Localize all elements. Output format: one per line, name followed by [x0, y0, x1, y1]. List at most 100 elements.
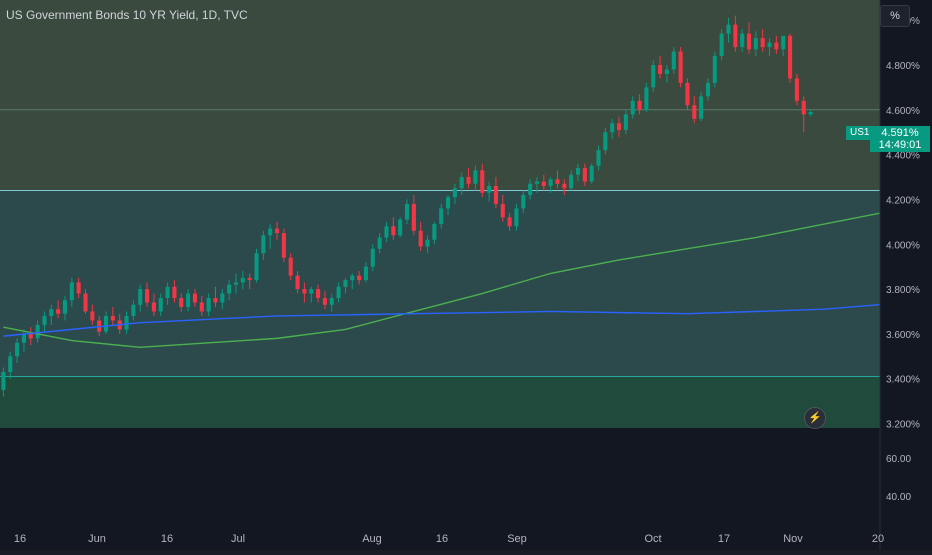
candle	[528, 179, 533, 200]
candle-body	[404, 203, 410, 220]
candle-body	[363, 266, 369, 281]
candle	[363, 262, 369, 283]
price-axis-bg	[880, 0, 932, 550]
candle	[493, 177, 498, 209]
lightning-icon[interactable]: ⚡	[804, 407, 826, 429]
candle	[445, 194, 451, 216]
candle	[350, 273, 355, 290]
candle	[240, 271, 245, 290]
candle	[56, 300, 61, 319]
candle	[603, 127, 608, 155]
candle-body	[302, 289, 307, 294]
candle	[42, 311, 47, 332]
candle	[562, 179, 567, 195]
candle-body	[705, 82, 711, 97]
zone-lower	[0, 376, 880, 428]
candle-body	[678, 51, 683, 83]
candle	[254, 248, 259, 283]
candle	[514, 203, 519, 231]
y-tick-label: 4.200%	[886, 195, 920, 206]
candle-body	[103, 315, 109, 332]
candle-body	[740, 33, 745, 48]
candle-body	[719, 33, 724, 57]
candle	[411, 194, 416, 236]
candle	[637, 94, 642, 115]
candle-body	[452, 188, 457, 198]
candle-body	[480, 170, 485, 193]
candle	[610, 118, 615, 139]
candle	[62, 295, 68, 321]
candle	[425, 235, 430, 254]
candle	[233, 273, 239, 294]
candle	[281, 228, 286, 263]
x-tick-label: Jun	[88, 533, 106, 545]
candle	[521, 190, 526, 213]
last-price-value: 4.591%	[881, 127, 919, 139]
candle	[247, 273, 252, 290]
candle-body	[110, 315, 115, 321]
candle-body	[445, 197, 451, 209]
candle	[452, 183, 457, 204]
candle-body	[227, 284, 232, 294]
candle-body	[391, 226, 396, 236]
candle	[8, 351, 13, 379]
lower-tick-label: 60.00	[886, 454, 911, 465]
candle-body	[671, 51, 676, 70]
candle	[398, 217, 403, 238]
candle	[678, 47, 683, 88]
candles	[1, 15, 813, 397]
moving-averages	[3, 199, 932, 349]
candle	[582, 163, 587, 186]
candle	[316, 284, 321, 303]
candle	[377, 233, 382, 254]
candle	[295, 271, 300, 294]
last-price-tag: 4.591% 14:49:01	[870, 126, 930, 152]
candle	[179, 293, 184, 312]
candle-body	[439, 208, 444, 225]
candle-body	[350, 275, 355, 281]
candle-body	[808, 112, 813, 115]
candle	[103, 311, 109, 334]
candle-body	[15, 342, 20, 357]
candle-body	[254, 253, 259, 281]
candle	[801, 96, 806, 133]
candle	[28, 327, 33, 346]
x-tick-label: Oct	[644, 533, 661, 545]
candle-body	[726, 24, 731, 34]
candle	[192, 289, 198, 307]
candle-body	[213, 298, 218, 303]
candle	[391, 217, 396, 240]
candle	[596, 145, 601, 171]
candle-body	[596, 150, 601, 166]
candle	[49, 304, 54, 325]
candle-body	[35, 324, 40, 339]
y-tick-label: 3.400%	[886, 375, 920, 386]
candle	[322, 291, 327, 310]
candle	[507, 212, 512, 231]
candle	[699, 91, 704, 122]
candle	[671, 47, 676, 74]
candle-body	[603, 132, 608, 151]
candle	[630, 96, 635, 119]
candle	[487, 181, 492, 202]
candle	[788, 33, 793, 83]
candle	[138, 284, 143, 312]
candle-body	[589, 165, 594, 182]
candle-body	[247, 277, 252, 281]
unit-toggle-button[interactable]: %	[880, 5, 910, 27]
candle	[781, 35, 786, 57]
candle-body	[521, 194, 526, 209]
candle-body	[274, 228, 280, 234]
candle-body	[569, 174, 574, 189]
candle-body	[753, 38, 758, 50]
candle-body	[192, 293, 198, 303]
candle-body	[767, 42, 772, 48]
candle	[569, 170, 574, 191]
candle	[712, 51, 717, 88]
candle	[1, 367, 6, 397]
candle-body	[651, 64, 656, 88]
candle	[21, 329, 26, 352]
x-tick-label: 16	[161, 533, 173, 545]
